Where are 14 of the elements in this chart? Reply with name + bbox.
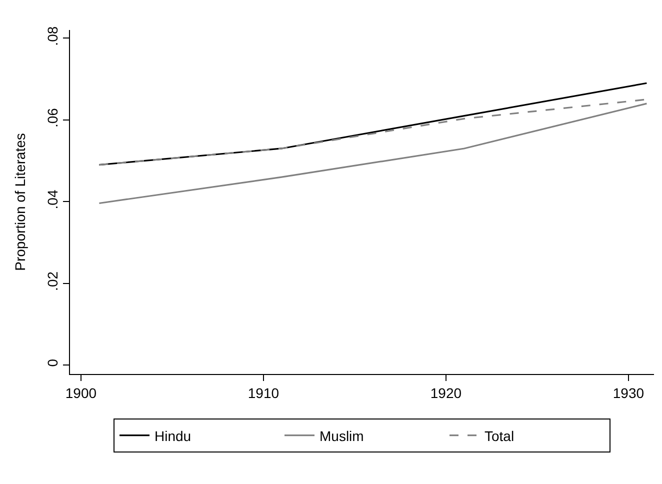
x-tick-label: 1900 — [65, 384, 97, 401]
line-series — [98, 102, 648, 204]
y-axis-title: Proportion of Literates — [12, 133, 28, 271]
y-tick-label: .08 — [44, 26, 60, 46]
y-tick-label: .06 — [44, 108, 60, 128]
legend-label: Hindu — [154, 428, 192, 444]
x-tick-label: 1920 — [430, 384, 462, 401]
y-tick-label: .02 — [44, 271, 60, 291]
y-tick-label: .04 — [44, 190, 60, 210]
x-tick-label: 1930 — [612, 384, 644, 401]
legend-label: Muslim — [320, 428, 364, 444]
legend-label: Total — [484, 428, 514, 444]
y-tick-label: 0 — [44, 358, 60, 367]
x-tick-label: 1910 — [248, 384, 280, 401]
